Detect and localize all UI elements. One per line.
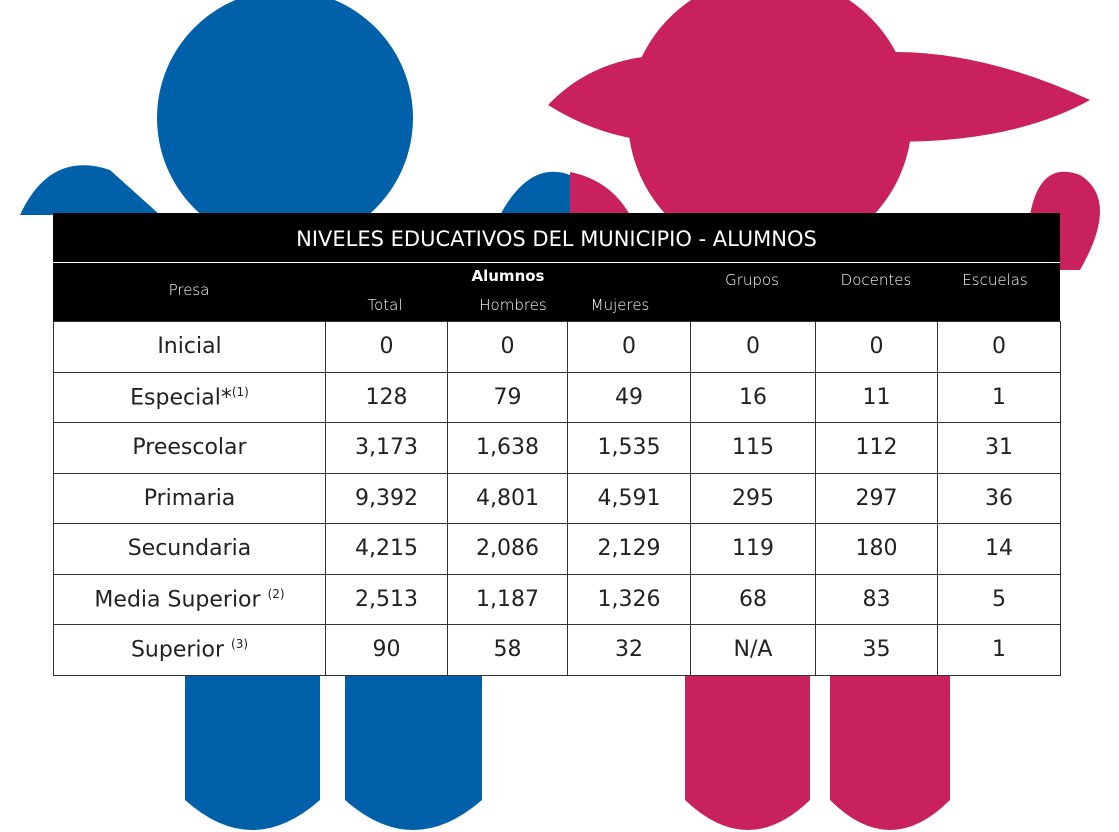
table-cell: 1,326 <box>568 574 691 625</box>
table-cell: 295 <box>691 473 816 524</box>
table-cell: 1,535 <box>568 423 691 474</box>
table-cell: 58 <box>448 625 568 676</box>
header-cell: Alumnos <box>472 267 545 285</box>
table-cell: 4,801 <box>448 473 568 524</box>
table-cell: 32 <box>568 625 691 676</box>
header-cell: Presa <box>169 281 210 299</box>
row-label: Inicial <box>157 334 221 359</box>
table-cell: 36 <box>938 473 1061 524</box>
row-label-cell: Superior (3) <box>54 625 326 676</box>
row-note: (3) <box>231 637 248 651</box>
row-label-cell: Secundaria <box>54 524 326 575</box>
table-cell: 119 <box>691 524 816 575</box>
table: NIVELES EDUCATIVOS DEL MUNICIPIO - ALUMN… <box>53 213 1060 676</box>
table-cell: 4,215 <box>326 524 448 575</box>
page: NIVELES EDUCATIVOS DEL MUNICIPIO - ALUMN… <box>0 0 1119 832</box>
table-cell: 11 <box>816 372 938 423</box>
table-cell: 14 <box>938 524 1061 575</box>
row-label-cell: Inicial <box>54 322 326 373</box>
table-header: Presa Alumnos Total Hombres Mujeres Grup… <box>53 263 1060 321</box>
table-cell: 35 <box>816 625 938 676</box>
header-cell: Docentes <box>841 271 912 289</box>
table-cell: 4,591 <box>568 473 691 524</box>
table-cell: 2,513 <box>326 574 448 625</box>
table-cell: 79 <box>448 372 568 423</box>
row-label: Preescolar <box>132 435 246 460</box>
table-cell: 297 <box>816 473 938 524</box>
table-title: NIVELES EDUCATIVOS DEL MUNICIPIO - ALUMN… <box>53 213 1060 263</box>
table-cell: 49 <box>568 372 691 423</box>
table-cell: 0 <box>326 322 448 373</box>
table-cell: 2,086 <box>448 524 568 575</box>
row-label: Media Superior <box>94 587 267 612</box>
table-cell: 90 <box>326 625 448 676</box>
header-cell: Total <box>367 296 402 314</box>
row-label-cell: Preescolar <box>54 423 326 474</box>
row-label-cell: Especial*(1) <box>54 372 326 423</box>
table-cell: 68 <box>691 574 816 625</box>
table-cell: 0 <box>938 322 1061 373</box>
table-cell: 9,392 <box>326 473 448 524</box>
table-cell: N/A <box>691 625 816 676</box>
row-label: Secundaria <box>128 536 252 561</box>
table-cell: 16 <box>691 372 816 423</box>
table-cell: 128 <box>326 372 448 423</box>
table-cell: 112 <box>816 423 938 474</box>
header-cell: Hombres <box>479 296 546 314</box>
header-cell: Escuelas <box>962 271 1027 289</box>
table-cell: 31 <box>938 423 1061 474</box>
table-cell: 0 <box>691 322 816 373</box>
table-cell: 0 <box>816 322 938 373</box>
table-cell: 5 <box>938 574 1061 625</box>
header-cell: Grupos <box>725 271 779 289</box>
table-cell: 1 <box>938 372 1061 423</box>
row-label: Primaria <box>144 486 236 511</box>
row-label: Superior <box>131 637 231 662</box>
row-label-cell: Primaria <box>54 473 326 524</box>
table-cell: 1 <box>938 625 1061 676</box>
header-cell: Mujeres <box>591 296 650 314</box>
table-cell: 0 <box>568 322 691 373</box>
table-cell: 1,638 <box>448 423 568 474</box>
table-cell: 1,187 <box>448 574 568 625</box>
row-note: (1) <box>232 385 249 399</box>
table-cell: 83 <box>816 574 938 625</box>
row-label: Especial* <box>130 385 232 410</box>
table-cell: 180 <box>816 524 938 575</box>
table-cell: 0 <box>448 322 568 373</box>
table-cell: 115 <box>691 423 816 474</box>
table-cell: 2,129 <box>568 524 691 575</box>
row-note: (2) <box>268 587 285 601</box>
row-label-cell: Media Superior (2) <box>54 574 326 625</box>
table-cell: 3,173 <box>326 423 448 474</box>
